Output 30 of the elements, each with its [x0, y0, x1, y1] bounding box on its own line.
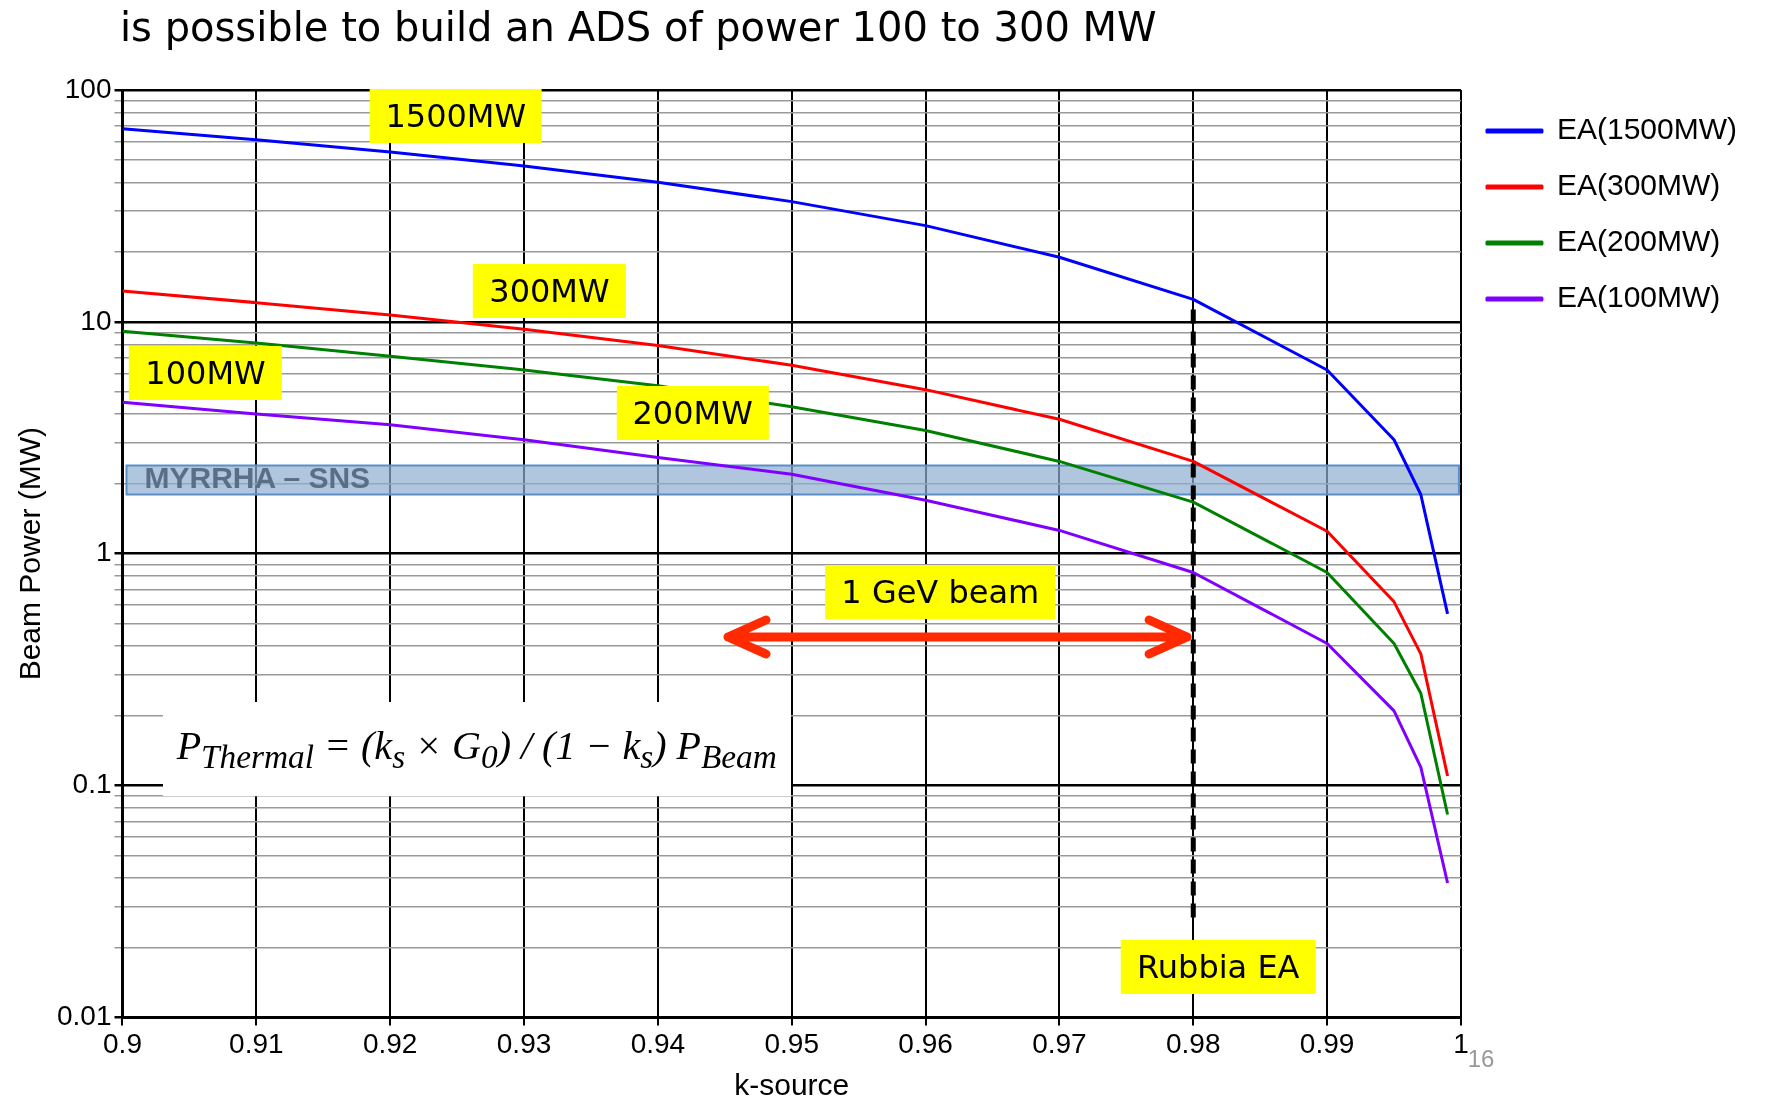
- annotation: 1500MW: [369, 88, 543, 143]
- x-tick-label: 1: [1453, 1027, 1469, 1059]
- x-tick-label: 0.94: [630, 1027, 686, 1059]
- text: 16: [1467, 1045, 1495, 1074]
- x-tick-label: 0.93: [496, 1027, 552, 1059]
- x-tick-label: 0.92: [362, 1027, 418, 1059]
- x-tick-label: 0.98: [1166, 1027, 1221, 1059]
- annotation: 100MW: [129, 345, 282, 400]
- x-tick-label: 0.91: [229, 1027, 284, 1059]
- y-tick-label: 100: [64, 72, 112, 104]
- x-tick-label: 0.97: [1032, 1027, 1087, 1059]
- chart-title: is possible to build an ADS of power 100 to 300 MW: [120, 4, 1157, 50]
- band-label: MYRRHA – SNS: [144, 461, 371, 495]
- y-tick-label: 10: [80, 304, 112, 336]
- annotation: 1 GeV beam: [825, 564, 1056, 619]
- legend-label: EA(300MW): [1556, 168, 1721, 202]
- annotation: 300MW: [473, 264, 626, 319]
- x-tick-label: 0.99: [1299, 1027, 1355, 1059]
- legend-label: EA(1500MW): [1556, 112, 1737, 146]
- ref-line-label: Rubbia EA: [1121, 940, 1316, 995]
- x-tick-label: 0.96: [898, 1027, 953, 1059]
- annotation: 200MW: [616, 385, 769, 440]
- x-axis-title: k-source: [734, 1068, 850, 1102]
- legend-label: EA(200MW): [1556, 224, 1721, 258]
- y-tick-label: 1: [95, 536, 112, 568]
- y-tick-label: 0.1: [72, 768, 112, 800]
- y-axis-title: Beam Power (MW): [13, 427, 47, 681]
- x-tick-label: 0.95: [764, 1027, 819, 1059]
- legend-label: EA(100MW): [1556, 280, 1721, 314]
- text: P$_{Thermal}$ = (k$_{s}$ × G$_{0}$) / (1 − k$_{s}$) P$_{Beam}$: [176, 723, 777, 776]
